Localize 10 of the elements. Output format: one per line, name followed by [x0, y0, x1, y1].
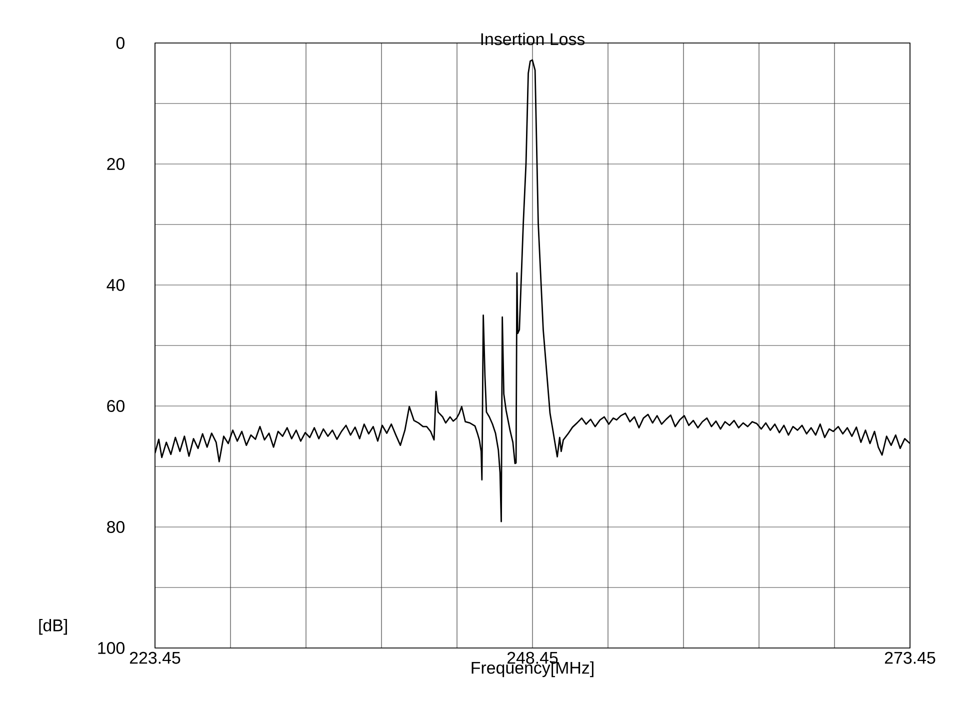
y-tick-label: 60	[107, 400, 124, 412]
y-tick-label: 100	[98, 642, 124, 654]
y-tick-label: 0	[116, 37, 125, 50]
y-axis-title: [dB]	[39, 618, 67, 635]
x-tick-label: 273.45	[884, 652, 936, 664]
y-tick-label: 20	[107, 158, 124, 170]
y-tick-label: 40	[106, 279, 124, 292]
x-tick-label: 223.45	[130, 652, 180, 664]
y-tick-label: 80	[107, 521, 124, 534]
chart-title: Insertion Loss	[481, 32, 585, 46]
